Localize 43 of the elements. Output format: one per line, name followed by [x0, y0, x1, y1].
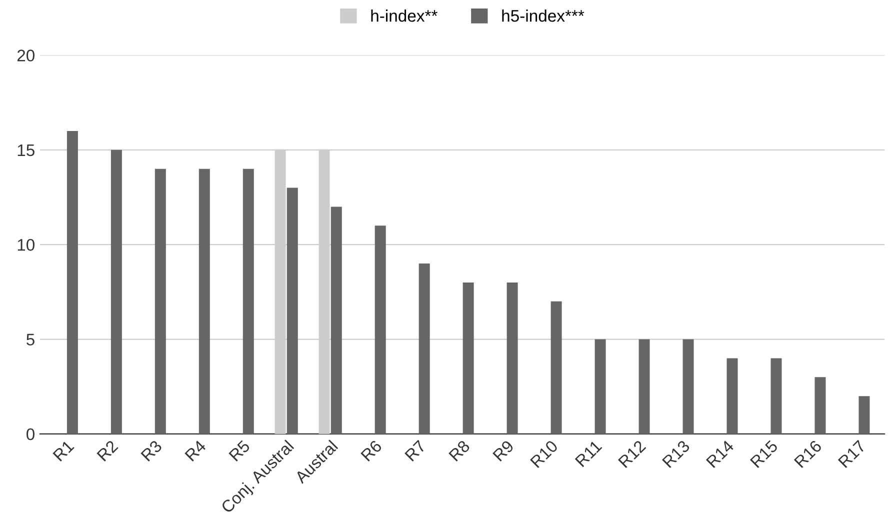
x-tick-label: R13	[662, 440, 690, 468]
x-tick-label: R16	[794, 440, 822, 468]
bar	[66, 130, 78, 434]
bar	[110, 150, 122, 434]
x-tick-label: R2	[96, 440, 118, 462]
x-tick-label: R3	[140, 440, 163, 462]
bar	[726, 358, 738, 434]
bar	[242, 168, 254, 434]
bar	[286, 188, 298, 434]
bar	[594, 339, 606, 434]
x-tick-label: R5	[228, 440, 251, 462]
x-tick-label: R9	[492, 440, 514, 462]
bar	[770, 358, 782, 434]
bar	[374, 226, 386, 434]
x-tick-label: R1	[52, 440, 74, 462]
x-tick-label: R6	[360, 440, 382, 462]
bar	[858, 396, 870, 434]
y-tick-label: 15	[18, 144, 34, 156]
bar	[462, 282, 474, 434]
x-tick-label: R8	[448, 440, 470, 462]
y-tick-label: 20	[17, 50, 34, 62]
legend-label: h-index**	[371, 10, 438, 22]
x-tick-label: R10	[530, 440, 558, 468]
x-tick-label: R12	[618, 440, 646, 468]
x-tick-label: R17	[838, 440, 866, 468]
bar	[682, 339, 694, 434]
x-tick-label: R7	[404, 440, 426, 462]
x-tick-label: R14	[706, 440, 734, 468]
y-tick-label: 5	[26, 334, 34, 346]
bar	[638, 339, 650, 434]
x-tick-label: R4	[184, 440, 207, 462]
bar	[330, 206, 342, 434]
y-tick-label: 10	[18, 238, 34, 251]
legend-label: h5-index***	[502, 10, 584, 22]
bar	[198, 168, 210, 434]
bar	[418, 264, 430, 434]
bar	[550, 301, 562, 434]
x-tick-label: R15	[750, 440, 778, 468]
bar	[814, 377, 826, 434]
x-tick-label: R11	[574, 440, 602, 468]
bar	[506, 282, 518, 434]
y-tick-label: 0	[26, 428, 34, 440]
bar	[154, 168, 166, 434]
